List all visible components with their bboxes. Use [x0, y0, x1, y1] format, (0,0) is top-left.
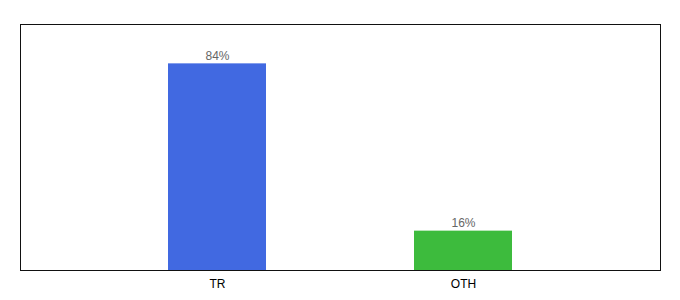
svg-text:TR: TR — [210, 277, 226, 291]
svg-text:16%: 16% — [451, 216, 475, 230]
svg-text:OTH: OTH — [451, 277, 476, 291]
svg-text:84%: 84% — [205, 49, 229, 63]
